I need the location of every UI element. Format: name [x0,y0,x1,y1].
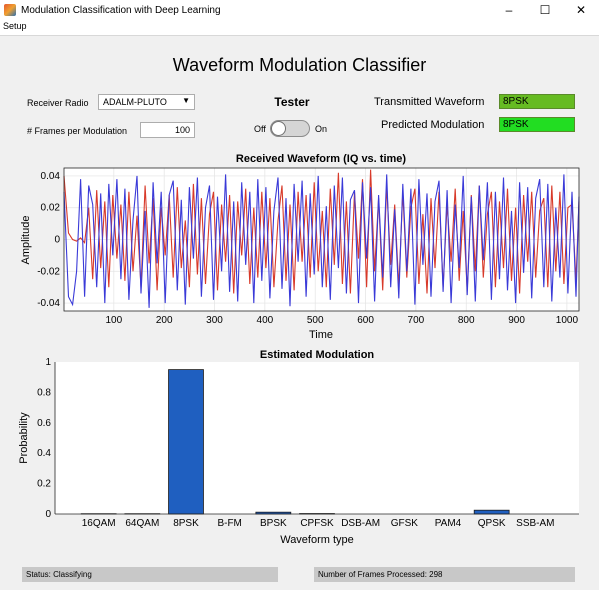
waveform-x-tick-label: 700 [408,315,425,326]
tester-toggle-switch[interactable] [270,120,310,137]
window-title: Modulation Classification with Deep Lear… [21,4,221,16]
modulation-bar-chart: Estimated Modulation 0 0.2 0.4 0.6 0.8 1 16QA… [18,349,579,546]
waveform-y-axis-label: Amplitude [20,216,32,265]
tester-title: Tester [274,95,310,109]
minimize-icon[interactable]: – [505,3,513,17]
waveform-x-tick-label: 300 [206,315,223,326]
bar-x-tick-label: GFSK [391,518,419,529]
waveform-x-tick-label: 100 [105,315,122,326]
bar-x-tick-label: CPFSK [300,518,334,529]
chevron-down-icon: ▼ [182,96,190,105]
frames-per-modulation-label: # Frames per Modulation [27,126,128,136]
waveform-plot-area [63,167,580,312]
window-controls: – ☐ ✕ [491,0,599,20]
receiver-radio-dropdown[interactable]: ADALM-PLUTO ▼ [98,94,195,110]
waveform-y-tick-label: 0 [54,235,60,246]
page-title: Waveform Modulation Classifier [172,55,427,75]
bar-chart-title: Estimated Modulation [260,349,375,361]
bar-y-axis-label: Probability [18,412,30,464]
switch-off-label: Off [254,124,266,134]
waveform-x-tick-label: 400 [257,315,274,326]
transmitted-waveform-label: Transmitted Waveform [374,96,485,108]
waveform-x-tick-label: 200 [156,315,173,326]
bar-qpsk [473,509,510,515]
receiver-radio-value: ADALM-PLUTO [103,97,167,107]
bar-y-tick-label: 0.2 [37,479,51,490]
waveform-chart-title: Received Waveform (IQ vs. time) [236,153,406,165]
waveform-chart: Received Waveform (IQ vs. time) 100 200 30… [20,153,580,341]
bar-x-tick-label: PAM4 [435,518,462,529]
bar-8psk [168,369,204,515]
frames-per-modulation-field[interactable]: 100 [140,122,195,138]
menu-bar: Setup [0,20,599,36]
bar-x-tick-label: DSB-AM [341,518,380,529]
waveform-y-tick-label: 0.04 [41,171,61,182]
matlab-app-icon [4,4,16,16]
bar-x-tick-label: 8PSK [173,518,199,529]
window-titlebar: Modulation Classification with Deep Lear… [0,0,599,20]
waveform-x-tick-label: 1000 [556,315,579,326]
bar-y-tick-label: 0.4 [37,448,51,459]
waveform-x-tick-label: 900 [508,315,525,326]
switch-knob[interactable] [271,121,286,136]
transmitted-waveform-value: 8PSK [499,94,575,109]
predicted-modulation-value: 8PSK [499,117,575,132]
waveform-y-tick-label: -0.02 [37,266,60,277]
bar-x-tick-label: B-FM [217,518,241,529]
switch-on-label: On [315,124,328,134]
waveform-x-tick-label: 800 [458,315,475,326]
maximize-icon[interactable]: ☐ [539,3,551,17]
waveform-y-tick-label: 0.02 [41,203,61,214]
status-bar: Status: Classifying [22,567,278,582]
bar-plot-background [55,362,579,514]
predicted-modulation-label: Predicted Modulation [381,119,485,131]
waveform-series-red-line [63,169,580,294]
frames-processed-bar: Number of Frames Processed: 298 [314,567,575,582]
bar-y-tick-label: 0.8 [37,387,51,398]
bar-y-tick-label: 0 [45,509,51,520]
bar-y-tick-label: 0.6 [37,418,51,429]
bar-x-tick-label: 16QAM [82,518,116,529]
waveform-x-tick-label: 500 [307,315,324,326]
waveform-x-axis-label: Time [309,329,333,341]
bar-y-tick-label: 1 [45,357,51,368]
bar-x-tick-label: QPSK [478,518,506,529]
close-icon[interactable]: ✕ [575,3,587,17]
bar-x-axis-label: Waveform type [280,534,354,546]
waveform-series-blue-line [63,174,580,308]
bar-x-tick-label: BPSK [260,518,287,529]
waveform-y-tick-label: -0.04 [37,298,60,309]
waveform-x-tick-label: 600 [357,315,374,326]
bar-x-tick-label: 64QAM [125,518,159,529]
bar-x-tick-label: SSB-AM [516,518,554,529]
receiver-radio-label: Receiver Radio [27,98,89,108]
menu-item-setup[interactable]: Setup [3,21,27,31]
